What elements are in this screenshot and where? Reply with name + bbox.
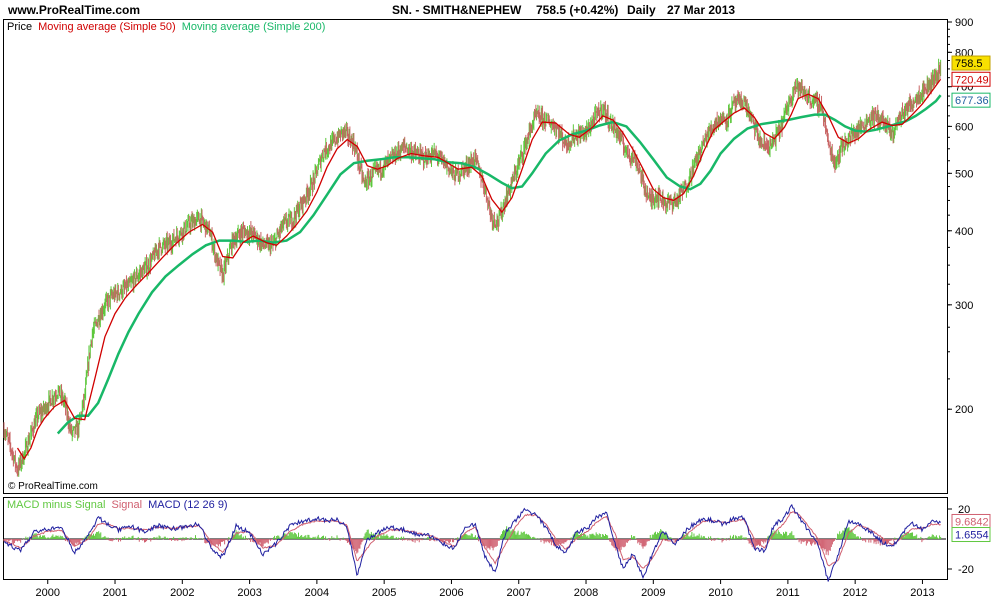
ma50-badge: 720.49	[951, 71, 991, 87]
signal-badge-text: 9.6842	[955, 516, 989, 528]
hist-badge-box	[951, 527, 991, 543]
macd-tick-label: 20	[958, 504, 970, 516]
legend-signal-label: Signal	[111, 499, 142, 511]
price-tick-label: 400	[955, 226, 973, 238]
quote-text: 758.5 (+0.42%)	[536, 3, 618, 17]
legend-price: Price Moving average (Simple 50) Moving …	[7, 21, 325, 33]
instrument-title: SN. - SMITH&NEPHEW	[392, 3, 522, 17]
value-badges: 758.5 720.49 677.36 9.6842 1.6554	[951, 55, 991, 543]
legend-ma50-label: Moving average (Simple 50)	[38, 21, 176, 33]
price-tick-label: 600	[955, 121, 973, 133]
price-panel-frame	[3, 19, 948, 494]
legend-price-label: Price	[7, 21, 32, 33]
x-tick-label: 2003	[237, 587, 261, 599]
date-label: 27 Mar 2013	[667, 3, 735, 17]
x-tick-label: 2011	[776, 587, 800, 599]
last-price-badge-text: 758.5	[955, 58, 983, 70]
ma200-badge-box	[951, 92, 991, 108]
x-tick-label: 2000	[35, 587, 59, 599]
legend-macd: MACD minus Signal Signal MACD (12 26 9)	[7, 499, 228, 511]
ma50-badge-text: 720.49	[955, 74, 989, 86]
ma50-line	[16, 78, 942, 460]
signal-line	[3, 511, 941, 569]
x-tick-label: 2005	[372, 587, 396, 599]
legend-ma200-label: Moving average (Simple 200)	[182, 21, 326, 33]
period-label: Daily	[627, 3, 656, 17]
x-tick-label: 2002	[170, 587, 194, 599]
x-tick-label: 2008	[574, 587, 598, 599]
price-tick-label: 300	[955, 300, 973, 312]
hist-badge-text: 1.6554	[955, 530, 989, 542]
macd-tick-label: -20	[958, 564, 974, 576]
ma200-badge-text: 677.36	[955, 95, 989, 107]
legend-hist-label: MACD minus Signal	[7, 499, 105, 511]
macd-line	[3, 503, 941, 582]
macd-plot	[3, 503, 946, 582]
signal-badge: 9.6842	[951, 513, 991, 529]
price-tick-label: 900	[955, 17, 973, 29]
price-tick-label: 200	[955, 404, 973, 416]
last-price-badge: 758.5	[951, 55, 991, 71]
ma200-line	[56, 94, 942, 435]
watermark: © ProRealTime.com	[8, 481, 98, 492]
macd-panel-frame	[3, 497, 948, 580]
x-tick-label: 2001	[103, 587, 127, 599]
x-tick-label: 2004	[305, 587, 329, 599]
price-bars-down	[3, 62, 941, 477]
ma50-badge-box	[951, 71, 991, 87]
x-tick-label: 2012	[843, 587, 867, 599]
legend-macd-label: MACD (12 26 9)	[148, 499, 227, 511]
x-tick-label: 2010	[708, 587, 732, 599]
x-tick-label: 2013	[910, 587, 934, 599]
hist-badge: 1.6554	[951, 527, 991, 543]
last-price-badge-box	[951, 55, 991, 71]
site-name: www.ProRealTime.com	[7, 3, 140, 17]
x-tick-label: 2007	[506, 587, 530, 599]
x-tick-label: 2009	[641, 587, 665, 599]
price-plot	[3, 58, 942, 477]
price-tick-label: 500	[955, 168, 973, 180]
x-tick-label: 2006	[439, 587, 463, 599]
ma200-badge: 677.36	[951, 92, 991, 108]
